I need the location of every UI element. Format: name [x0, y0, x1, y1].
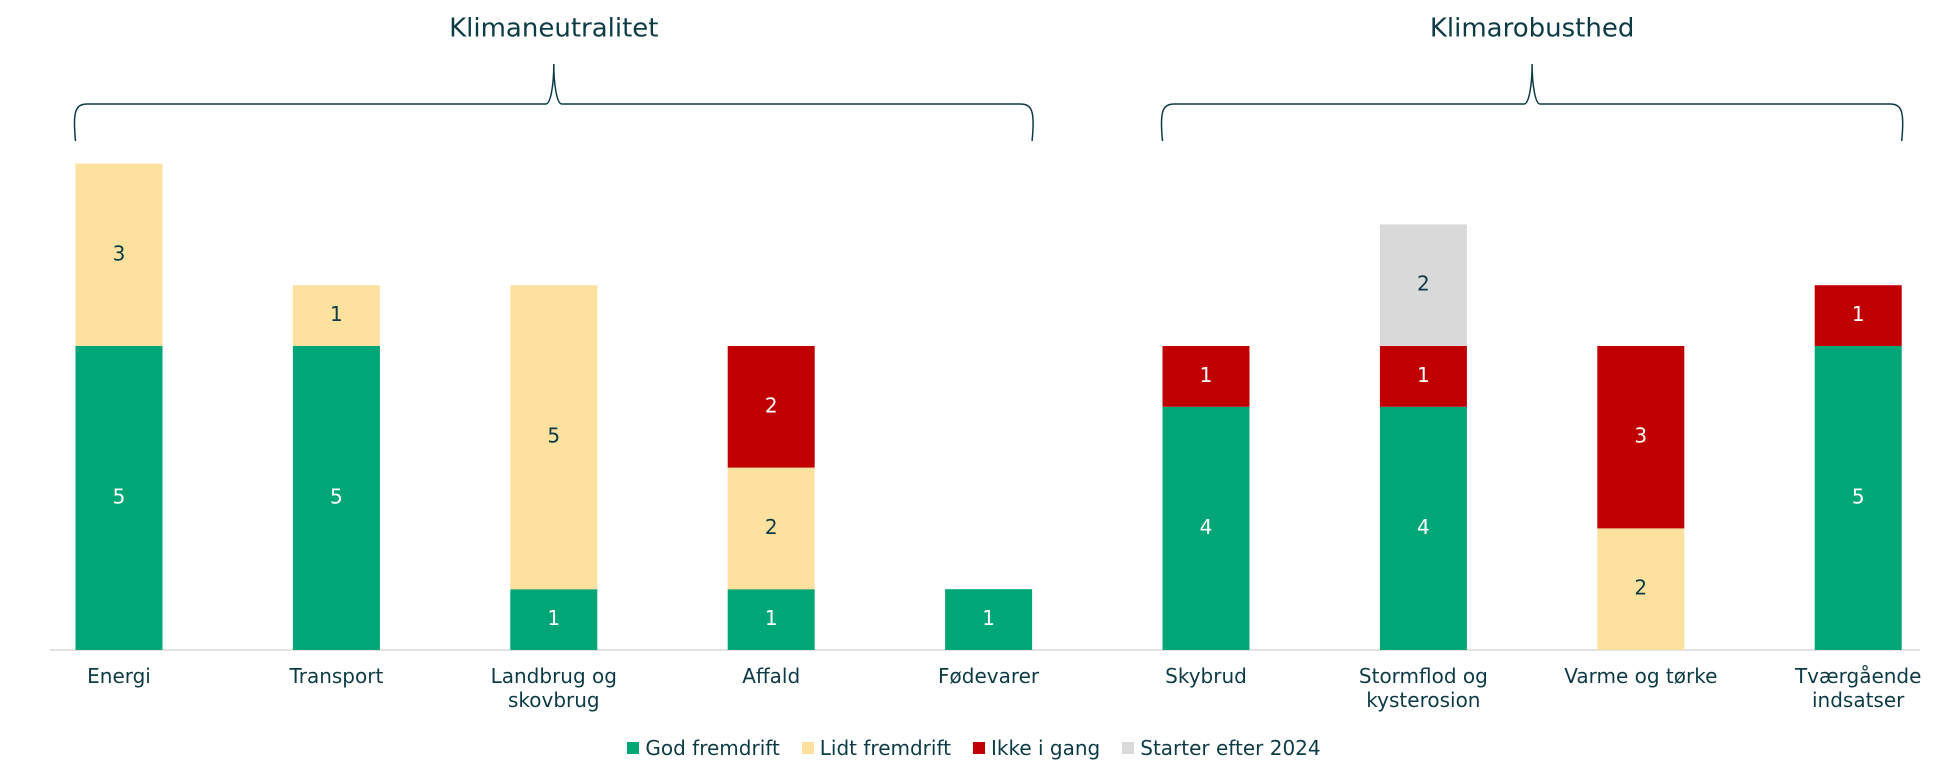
- data-label: 2: [1417, 272, 1430, 296]
- bar-segment: [510, 589, 598, 650]
- bar-segment: [1814, 285, 1902, 346]
- x-tick-label: Varme og tørke: [1564, 664, 1718, 688]
- data-label: 1: [765, 606, 778, 630]
- bar-segment: [1814, 346, 1902, 650]
- data-label: 2: [1634, 576, 1647, 600]
- data-label: 3: [1634, 424, 1647, 448]
- legend-item: God fremdrift: [627, 736, 780, 760]
- bar-segment: [75, 163, 163, 346]
- bar-segment: [945, 589, 1033, 650]
- data-label: 5: [113, 485, 126, 509]
- data-label: 1: [1852, 302, 1865, 326]
- data-label: 1: [982, 606, 995, 630]
- x-tick-label: Energi: [87, 664, 151, 688]
- x-tick-label: Tværgående indsatser: [1794, 664, 1922, 712]
- bar-segment: [510, 285, 598, 590]
- x-tick-label: Landbrug og skovbrug: [490, 664, 617, 712]
- bar-segment: [292, 346, 380, 650]
- data-label: 5: [547, 424, 560, 448]
- data-label: 2: [765, 393, 778, 417]
- data-label: 3: [113, 241, 126, 265]
- x-tick-label: Transport: [289, 664, 384, 688]
- data-label: 1: [1200, 363, 1213, 387]
- group-title: Klimarobusthed: [1430, 14, 1634, 44]
- legend-swatch: [1122, 742, 1135, 754]
- legend-item: Lidt fremdrift: [801, 736, 951, 760]
- data-label: 2: [765, 515, 778, 539]
- bar-segment: [1162, 346, 1250, 407]
- data-label: 1: [547, 606, 560, 630]
- x-tick-label: Stormflod og kysterosion: [1358, 664, 1488, 712]
- data-label: 4: [1200, 515, 1213, 539]
- data-label: 5: [1852, 485, 1865, 509]
- data-label: 4: [1417, 515, 1430, 539]
- bar-segment: [1379, 224, 1467, 346]
- bar-segment: [727, 589, 815, 650]
- group-bracket: [1160, 63, 1904, 142]
- bar-segment: [1597, 528, 1685, 650]
- group-bracket: [73, 63, 1034, 142]
- legend-label: Lidt fremdrift: [819, 736, 951, 760]
- bar-segment: [292, 285, 380, 346]
- bar-segment: [1597, 346, 1685, 529]
- bar-segment: [727, 467, 815, 590]
- bar-segment: [727, 346, 815, 468]
- legend-swatch: [801, 742, 814, 754]
- legend-item: Ikke i gang: [973, 736, 1100, 760]
- data-label: 1: [1417, 363, 1430, 387]
- x-tick-label: Skybrud: [1165, 664, 1247, 688]
- legend-item: Starter efter 2024: [1122, 736, 1321, 760]
- x-tick-label: Fødevarer: [938, 664, 1040, 688]
- bar-segment: [75, 346, 163, 650]
- data-label: 5: [330, 485, 343, 509]
- legend-label: Ikke i gang: [991, 736, 1101, 760]
- bar-segment: [1162, 406, 1250, 650]
- data-label: 1: [330, 302, 343, 326]
- legend-swatch: [627, 742, 640, 754]
- x-tick-label: Affald: [742, 664, 801, 688]
- legend-label: God fremdrift: [645, 736, 780, 760]
- group-title: Klimaneutralitet: [449, 14, 658, 44]
- bar-segment: [1379, 406, 1467, 650]
- legend: God fremdrift Lidt fremdrift Ikke i gang St…: [0, 736, 1948, 760]
- legend-swatch: [973, 742, 985, 754]
- legend-label: Starter efter 2024: [1140, 736, 1321, 760]
- bar-segment: [1379, 346, 1467, 407]
